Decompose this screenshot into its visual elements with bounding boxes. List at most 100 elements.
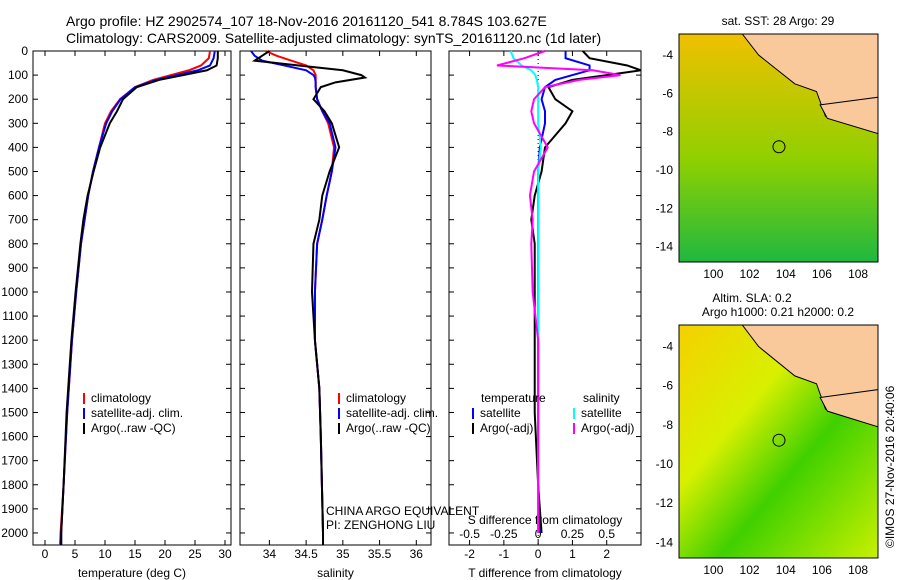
map-x-tick-label: 102	[740, 563, 760, 577]
x-tick-label: 0	[42, 547, 49, 561]
map-x-tick-label: 100	[703, 563, 723, 577]
depth-tick-label: 1100	[2, 309, 28, 323]
temperature-line-0	[59, 50, 211, 546]
depth-tick-label: 1800	[1, 478, 28, 492]
map-x-tick-label: 100	[703, 267, 723, 281]
sla-map-title-1: Altim. SLA: 0.2	[712, 291, 792, 305]
x-tick-label: 5	[72, 547, 79, 561]
map-y-tick-label: -14	[656, 535, 674, 549]
x-axis-label: temperature (deg C)	[78, 566, 186, 580]
x-tick-label: 30	[218, 547, 232, 561]
sla-map-title-2: Argo h1000: 0.21 h2000: 0.2	[702, 305, 854, 319]
depth-tick-label: 200	[8, 92, 28, 106]
salinity-line-2	[251, 50, 368, 545]
land-sumatra	[741, 324, 879, 416]
map-x-tick-label: 108	[848, 267, 868, 281]
depth-tick-label: 700	[8, 213, 28, 227]
x-tick-label: 15	[128, 547, 142, 561]
x-tick-label: 25	[188, 547, 202, 561]
depth-tick-label: 0	[21, 44, 28, 58]
map-x-tick-label: 102	[740, 267, 760, 281]
x-tick-label: -1	[499, 547, 510, 561]
depth-tick-label: 1000	[1, 285, 28, 299]
legend-title-salinity: salinity	[583, 391, 620, 405]
map-y-tick-label: -8	[662, 125, 673, 139]
depth-tick-label: 800	[8, 237, 28, 251]
depth-tick-label: 1700	[1, 454, 28, 468]
x-tick-label: -2	[464, 547, 475, 561]
depth-tick-label: 900	[8, 261, 28, 275]
legend-label: satellite	[480, 406, 521, 420]
salinity-line-0	[265, 50, 336, 545]
pi-line-2: PI: ZENGHONG LIU	[326, 518, 436, 532]
depth-tick-label: 300	[8, 116, 28, 130]
x2-tick-label: 0.5	[598, 527, 615, 541]
legend-label: Argo(-adj)	[480, 421, 533, 435]
legend-label: satellite-adj. clim.	[91, 406, 183, 420]
land-sumatra	[741, 33, 879, 123]
map-y-tick-label: -14	[656, 240, 674, 254]
x-axis-label: salinity	[317, 566, 354, 580]
title-line-1: Argo profile: HZ 2902574_107 18-Nov-2016…	[66, 13, 547, 29]
legend-label: satellite-adj. clim.	[346, 406, 438, 420]
legend-label: Argo(..raw -QC)	[346, 421, 431, 435]
argo-location-marker	[772, 433, 786, 447]
depth-tick-label: 600	[8, 189, 28, 203]
depth-tick-label: 1600	[1, 430, 28, 444]
temperature-line-2	[60, 51, 219, 545]
credit-text: ©IMOS 27-Nov-2016 20:40:06	[883, 385, 897, 548]
x-tick-label: 35	[336, 547, 350, 561]
depth-tick-label: 1200	[1, 333, 28, 347]
pi-line-1: CHINA ARGO EQUIVALENT	[326, 504, 480, 518]
map-y-tick-label: -4	[662, 48, 673, 62]
x-tick-label: 2	[603, 547, 610, 561]
x-tick-label: 34.5	[294, 547, 318, 561]
map-y-tick-label: -12	[656, 201, 674, 215]
land-java	[819, 96, 879, 135]
x2-tick-label: 0	[535, 527, 542, 541]
x2-axis-label: S difference from climatology	[468, 513, 623, 527]
salinity-line-1	[250, 50, 337, 545]
difference-line-3	[496, 50, 621, 533]
map-y-tick-label: -6	[662, 379, 673, 393]
temperature-line-1	[60, 50, 216, 545]
depth-tick-label: 1500	[1, 405, 28, 419]
map-x-tick-label: 104	[776, 267, 796, 281]
panel-frame-0	[32, 50, 232, 546]
x2-tick-label: -0.5	[459, 527, 480, 541]
x2-tick-label: -0.25	[490, 527, 518, 541]
x-tick-label: 35.5	[368, 547, 392, 561]
panel-frame-1	[239, 50, 432, 546]
difference-line-1	[530, 50, 642, 534]
map-y-tick-label: -12	[656, 496, 674, 510]
map-y-tick-label: -8	[662, 418, 673, 432]
map-x-tick-label: 106	[812, 267, 832, 281]
map-y-tick-label: -10	[656, 163, 674, 177]
x2-tick-label: 0.25	[561, 527, 585, 541]
x-tick-label: 34	[263, 547, 277, 561]
map-y-tick-label: -6	[662, 86, 673, 100]
land-java	[819, 389, 879, 428]
legend-label: climatology	[346, 391, 406, 405]
sst-map-title: sat. SST: 28 Argo: 29	[722, 14, 835, 28]
map-x-tick-label: 108	[848, 563, 868, 577]
legend-label: Argo(-adj)	[581, 421, 634, 435]
x-tick-label: 36	[410, 547, 424, 561]
map-x-tick-label: 106	[812, 563, 832, 577]
depth-tick-label: 1300	[1, 357, 28, 371]
map-x-tick-label: 104	[776, 563, 796, 577]
map-y-tick-label: -4	[662, 340, 673, 354]
difference-line-0	[537, 51, 591, 533]
depth-tick-label: 1900	[1, 502, 28, 516]
x-tick-label: 1	[569, 547, 576, 561]
depth-tick-label: 1400	[1, 381, 28, 395]
depth-tick-label: 400	[8, 140, 28, 154]
x-axis-label: T difference from climatology	[468, 566, 622, 580]
x-tick-label: 10	[98, 547, 112, 561]
depth-tick-label: 100	[8, 68, 28, 82]
depth-tick-label: 500	[8, 164, 28, 178]
depth-tick-label: 2000	[1, 526, 28, 540]
x-tick-label: 20	[158, 547, 172, 561]
